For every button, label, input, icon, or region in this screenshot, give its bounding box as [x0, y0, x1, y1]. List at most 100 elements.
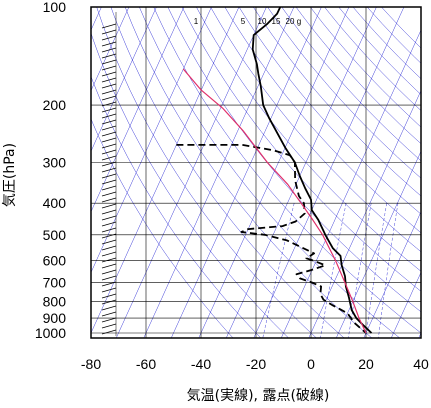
wind-barb — [101, 257, 117, 263]
dry-adiabat-line — [124, 7, 373, 338]
wind-barb — [101, 149, 117, 155]
isotherm-line — [115, 7, 267, 338]
sounding-series — [176, 7, 373, 334]
wind-barb — [101, 275, 117, 281]
x-tick-label: 0 — [307, 356, 315, 372]
wind-barb — [101, 47, 117, 53]
wind-barb — [101, 185, 117, 191]
y-tick-label: 500 — [43, 227, 67, 243]
wind-barb — [101, 227, 117, 233]
wind-barb — [101, 83, 117, 89]
mixing-ratio-label: 10 — [258, 17, 267, 26]
mixing-ratio-label: 1 — [194, 17, 199, 26]
wind-barb — [101, 131, 117, 137]
dry-adiabat-line — [167, 7, 421, 313]
wind-barb — [101, 107, 117, 113]
dry-adiabat-line — [252, 7, 421, 197]
dry-adiabat-line — [196, 7, 421, 272]
dry-adiabat-line — [91, 118, 234, 338]
wind-barb — [101, 65, 117, 71]
y-tick-label: 1000 — [35, 325, 66, 341]
wind-barb — [101, 53, 117, 59]
dry-adiabat-line — [310, 7, 421, 128]
wind-barb — [101, 293, 117, 299]
mixing-ratio-line — [378, 203, 399, 338]
wind-barb — [101, 299, 117, 305]
y-axis-title: 気圧(hPa) — [2, 143, 18, 207]
dewpoint-line — [176, 144, 367, 334]
adiabat-guide-lines — [91, 7, 421, 338]
wind-barb — [101, 215, 117, 221]
wind-barb — [101, 197, 117, 203]
wind-barb — [101, 71, 117, 77]
wind-barb — [101, 245, 117, 251]
dry-adiabat-line — [267, 7, 421, 179]
mixing-ratio-line — [320, 203, 347, 338]
wind-barb — [101, 179, 117, 185]
dry-adiabat-line — [352, 7, 421, 80]
dry-adiabat-line — [110, 7, 345, 338]
mixing-ratio-line — [365, 203, 387, 338]
y-tick-label: 100 — [43, 0, 67, 15]
isotherm-line — [225, 7, 377, 338]
wind-barb — [101, 263, 117, 269]
isotherm-line — [390, 271, 421, 338]
wind-barb — [101, 323, 117, 329]
wind-barb — [101, 305, 117, 311]
dry-adiabat-line — [295, 7, 421, 145]
dry-adiabat-line — [96, 7, 317, 338]
isotherm-line — [198, 7, 350, 338]
x-tick-label: 40 — [413, 356, 429, 372]
dry-adiabat-line — [338, 7, 421, 95]
wind-barb — [101, 329, 117, 335]
plot-frame — [90, 6, 422, 339]
y-tick-label: 300 — [43, 154, 67, 170]
wind-barb — [101, 281, 117, 287]
isotherm-line — [253, 7, 405, 338]
dry-adiabat-line — [91, 75, 262, 338]
wind-barb — [101, 239, 117, 245]
wind-barbs — [101, 12, 117, 336]
x-tick-label: -60 — [136, 356, 156, 372]
isotherm-line — [335, 150, 421, 338]
isotherm-line — [91, 7, 240, 334]
y-tick-label: 900 — [43, 310, 67, 326]
dry-adiabat-line — [366, 7, 421, 64]
isotherm-line — [363, 211, 421, 338]
wind-barb — [101, 77, 117, 83]
wind-barb — [101, 233, 117, 239]
wind-barb — [101, 41, 117, 47]
dry-adiabat-line — [324, 7, 421, 111]
wind-barb — [101, 161, 117, 167]
y-tick-label: 600 — [43, 253, 67, 269]
wind-barb — [101, 269, 117, 275]
temperature-line — [251, 7, 373, 334]
wind-barb — [101, 173, 117, 179]
isotherm-line — [170, 7, 322, 338]
x-axis-title: 気温(実線), 露点(破線) — [187, 388, 330, 404]
wind-barb — [101, 251, 117, 257]
wind-barb — [101, 143, 117, 149]
mixing-ratio-line — [262, 203, 295, 338]
wind-barb — [101, 35, 117, 41]
wind-barb — [101, 125, 117, 131]
mixing-ratio-labels: 1 5 10 15 20 g — [194, 17, 301, 26]
wind-barb — [101, 29, 117, 35]
isotherm-line — [91, 7, 157, 152]
dry-adiabat-line — [281, 7, 421, 162]
y-tick-label: 200 — [43, 97, 67, 113]
dry-adiabat-line — [139, 7, 401, 338]
dry-adiabat-line — [91, 32, 289, 338]
wind-barb — [101, 101, 117, 107]
wind-barb — [101, 311, 117, 317]
wind-barb — [101, 209, 117, 215]
dry-adiabat-line — [210, 7, 421, 253]
mixing-ratio-label: 15 — [272, 17, 281, 26]
mixing-ratio-line — [348, 203, 372, 338]
mixing-ratio-label: g — [297, 17, 301, 26]
dry-adiabat-line — [181, 7, 421, 292]
wind-barb — [101, 221, 117, 227]
